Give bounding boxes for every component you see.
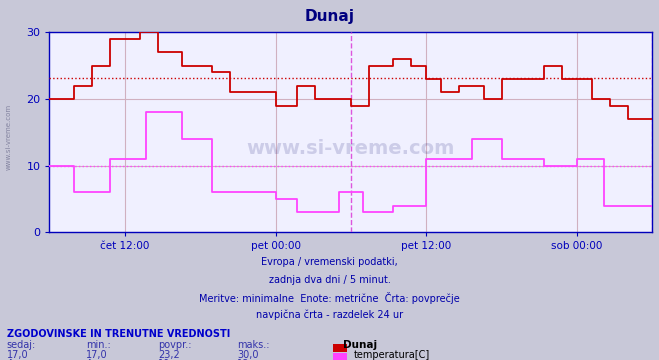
Text: 4: 4 [7,359,13,360]
Text: sedaj:: sedaj: [7,340,36,350]
Text: maks.:: maks.: [237,340,270,350]
Text: temperatura[C]: temperatura[C] [354,350,430,360]
Text: 23,2: 23,2 [158,350,180,360]
Text: ZGODOVINSKE IN TRENUTNE VREDNOSTI: ZGODOVINSKE IN TRENUTNE VREDNOSTI [7,329,230,339]
Text: 4: 4 [86,359,92,360]
Text: Evropa / vremenski podatki,: Evropa / vremenski podatki, [261,257,398,267]
Text: 17,0: 17,0 [7,350,28,360]
Text: www.si-vreme.com: www.si-vreme.com [5,104,11,170]
Text: Dunaj: Dunaj [304,9,355,24]
Text: 10: 10 [158,359,171,360]
Text: Dunaj: Dunaj [343,340,377,350]
Text: povpr.:: povpr.: [158,340,192,350]
Text: zadnja dva dni / 5 minut.: zadnja dva dni / 5 minut. [269,275,390,285]
Text: 17,0: 17,0 [86,350,107,360]
Text: navpična črta - razdelek 24 ur: navpična črta - razdelek 24 ur [256,309,403,320]
Text: 30,0: 30,0 [237,350,259,360]
Text: www.si-vreme.com: www.si-vreme.com [246,139,455,158]
Text: 18: 18 [237,359,250,360]
Text: hitrost vetra[m/s]: hitrost vetra[m/s] [354,359,440,360]
Text: min.:: min.: [86,340,111,350]
Text: Meritve: minimalne  Enote: metrične  Črta: povprečje: Meritve: minimalne Enote: metrične Črta:… [199,292,460,304]
